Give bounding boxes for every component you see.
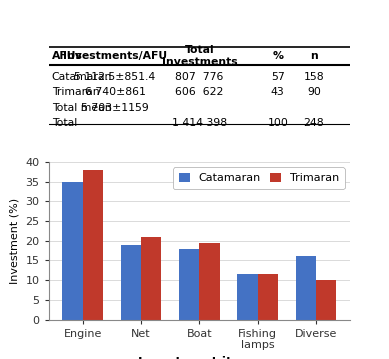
X-axis label: Investment items: Investment items — [138, 356, 261, 359]
Text: 807  776: 807 776 — [175, 72, 224, 82]
Text: Total: Total — [52, 118, 77, 128]
Text: 100: 100 — [267, 118, 288, 128]
Text: 90: 90 — [307, 87, 321, 97]
Text: 6 740±861: 6 740±861 — [84, 87, 145, 97]
Bar — [62, 182, 83, 320]
Bar — [316, 280, 336, 320]
Bar — [199, 243, 220, 320]
Bar — [296, 256, 316, 320]
Text: %: % — [272, 51, 283, 61]
Text: AFUs: AFUs — [52, 51, 82, 61]
Bar — [141, 237, 161, 320]
Text: 5 703±1159: 5 703±1159 — [81, 103, 149, 113]
Text: 5 112.5±851.4: 5 112.5±851.4 — [74, 72, 156, 82]
Legend: Catamaran, Trimaran: Catamaran, Trimaran — [173, 167, 345, 189]
Y-axis label: Investment (%): Investment (%) — [10, 198, 20, 284]
Text: 57: 57 — [271, 72, 285, 82]
Text: Investments/AFU: Investments/AFU — [63, 51, 167, 61]
Text: 158: 158 — [303, 72, 324, 82]
Bar — [237, 274, 258, 320]
Text: Catamaran: Catamaran — [52, 72, 112, 82]
Text: Total mean: Total mean — [52, 103, 111, 113]
Text: 606  622: 606 622 — [175, 87, 224, 97]
Text: 248: 248 — [303, 118, 324, 128]
Bar — [258, 274, 278, 320]
Text: 1 414 398: 1 414 398 — [172, 118, 227, 128]
Bar — [121, 244, 141, 320]
Text: 43: 43 — [271, 87, 285, 97]
Text: n: n — [310, 51, 318, 61]
Text: Total
Investments: Total Investments — [161, 45, 237, 67]
Text: Trimaran: Trimaran — [52, 87, 99, 97]
Bar — [83, 170, 103, 320]
Bar — [179, 248, 200, 320]
